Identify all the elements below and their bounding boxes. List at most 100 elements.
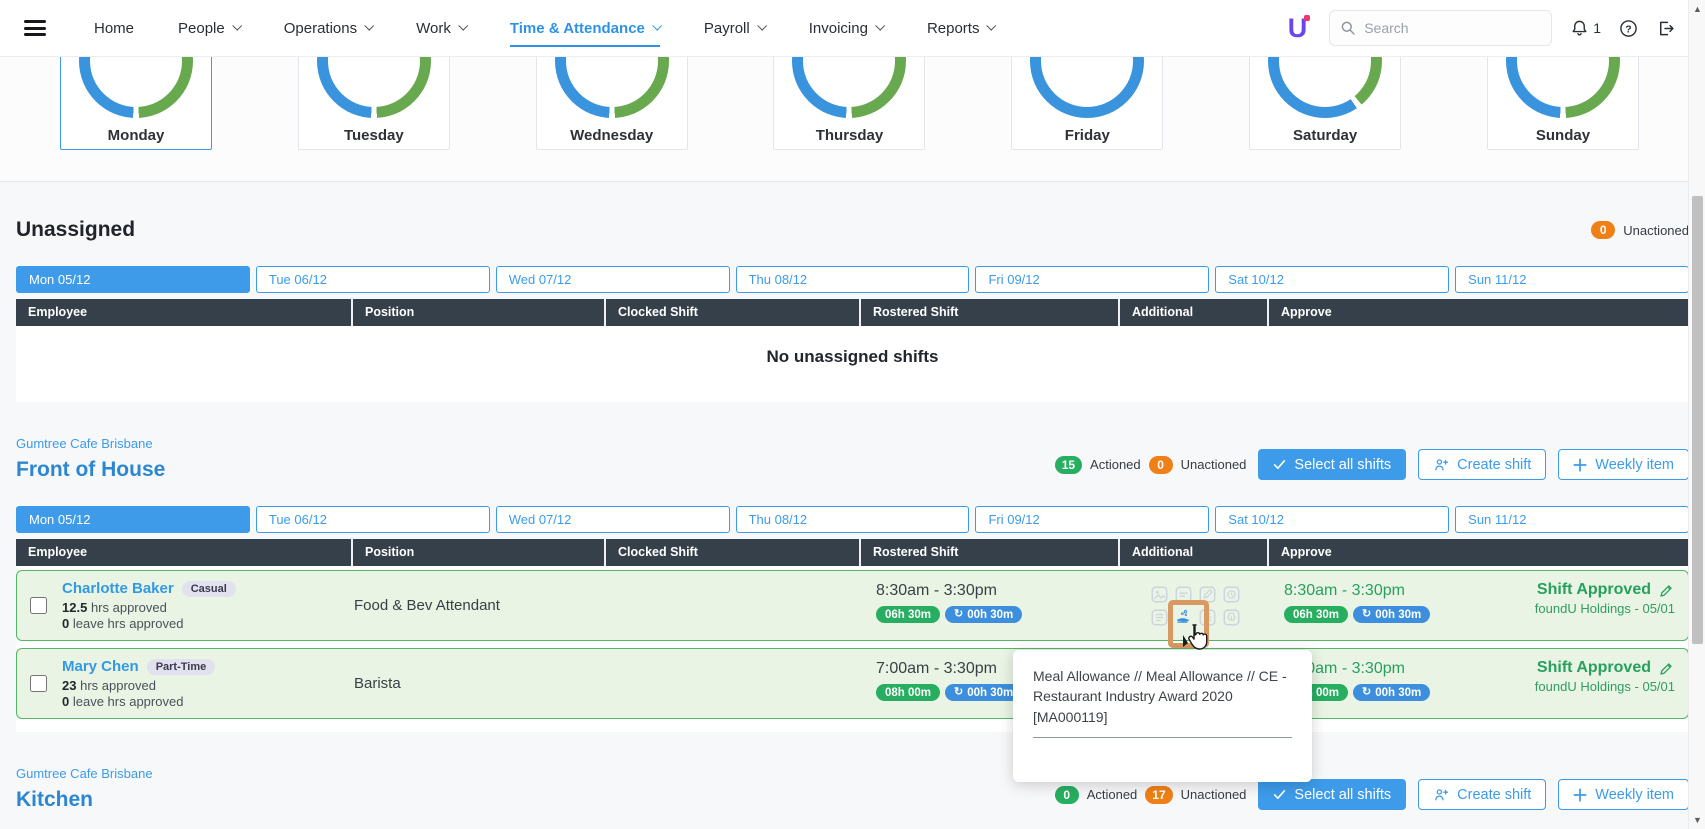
break-badge: ↻ 00h 30m [1353,684,1431,701]
employee-name-link[interactable]: Charlotte Baker [62,580,174,597]
date-tab-tue[interactable]: Tue 06/12 [255,506,490,533]
tutorial-highlight-box [1168,600,1209,648]
day-card-tuesday[interactable]: Tuesday [297,57,450,150]
venue-link[interactable]: Gumtree Cafe Brisbane [16,436,153,451]
sunday-donut-chart [1505,57,1620,118]
date-tab-thu[interactable]: Thu 08/12 [735,266,970,293]
col-employee: Employee [16,539,353,566]
position-cell: Barista [354,675,401,692]
meal-allowance-icon[interactable] [1175,609,1192,626]
actioned-label: Actioned [1086,787,1138,802]
help-icon: ? [1620,19,1637,37]
day-card-thursday[interactable]: Thursday [773,57,926,150]
friday-donut-chart [1030,57,1145,118]
nav-operations[interactable]: Operations [284,14,375,43]
chevron-down-icon [231,20,242,31]
foundu-logo[interactable]: U [1288,14,1311,42]
help-button[interactable]: ? [1619,19,1638,38]
weekly-item-button[interactable]: Weekly item [1558,779,1689,810]
edit-pencil-icon[interactable] [1658,582,1675,599]
tuesday-donut-chart [316,57,431,118]
date-tab-mon[interactable]: Mon 05/12 [16,506,250,533]
date-tab-thu[interactable]: Thu 08/12 [735,506,970,533]
photo-icon[interactable] [1151,586,1168,603]
approve-cell: 8:30am - 3:30pm 06h 30m ↻ 00h 30m Shift A… [1270,571,1688,640]
nav-payroll[interactable]: Payroll [704,14,767,43]
position-cell: Food & Bev Attendant [354,597,500,614]
edit-pencil-icon[interactable] [1658,660,1675,677]
nav-time-attendance[interactable]: Time & Attendance [509,14,663,47]
break-badge: ↻ 00h 30m [945,606,1023,623]
unactioned-count-badge: 17 [1145,785,1173,804]
scroll-down-arrow[interactable]: ▼ [1693,815,1702,825]
day-card-monday[interactable]: Monday [60,57,212,150]
unactioned-count-badge: 0 [1148,455,1173,474]
venue-link[interactable]: Gumtree Cafe Brisbane [16,766,153,781]
chevron-down-icon [458,20,469,31]
date-tab-sun[interactable]: Sun 11/12 [1455,266,1690,293]
nav-home[interactable]: Home [94,19,135,37]
day-card-saturday[interactable]: Saturday [1249,57,1402,150]
day-card-wednesday[interactable]: Wednesday [535,57,688,150]
employee-name-link[interactable]: Mary Chen [62,658,139,675]
nav-people[interactable]: People [178,14,242,43]
no-unassigned-shifts-message: No unassigned shifts [766,347,939,366]
nav-work[interactable]: Work [416,14,469,43]
col-additional: Additional [1120,299,1269,326]
date-tab-sat[interactable]: Sat 10/12 [1215,266,1450,293]
clock-icon[interactable] [1223,586,1240,603]
duration-badge: 06h 30m [876,606,941,623]
additional-icons [1151,586,1240,626]
rostered-shift-cell: 7:00am - 3:30pm 08h 00m ↻ 00h 30m [862,649,1121,718]
select-all-shifts-button[interactable]: Select all shifts [1258,779,1407,810]
receipt-icon[interactable] [1151,609,1168,626]
day-card-friday[interactable]: Friday [1011,57,1164,150]
money-bag-icon[interactable] [1223,609,1240,626]
nav-reports[interactable]: Reports [927,14,997,43]
scrollbar-thumb[interactable] [1692,196,1703,644]
row-checkbox[interactable] [30,675,47,692]
shift-row-mary-chen: Mary Chen Part-Time 23 hrs approved 0 le… [16,648,1689,719]
col-clocked-shift: Clocked Shift [606,539,861,566]
col-rostered-shift: Rostered Shift [861,539,1120,566]
duration-badge: 06h 30m [1284,606,1349,623]
search-input[interactable] [1364,20,1525,36]
row-checkbox[interactable] [30,597,47,614]
date-tab-wed[interactable]: Wed 07/12 [495,266,730,293]
bell-icon [1572,20,1587,35]
chevron-down-icon [364,20,375,31]
unactioned-label: Unactioned [1180,457,1247,472]
break-badge: ↻ 00h 30m [945,684,1023,701]
search-icon [1341,21,1355,35]
kitchen-title: Kitchen [16,788,94,811]
date-tab-fri[interactable]: Fri 09/12 [975,506,1210,533]
create-shift-button[interactable]: Create shift [1418,449,1547,480]
col-employee: Employee [16,299,353,326]
date-tab-tue[interactable]: Tue 06/12 [255,266,490,293]
weekly-item-button[interactable]: Weekly item [1558,449,1689,480]
refresh-icon: ↻ [954,686,964,698]
date-tab-mon[interactable]: Mon 05/12 [16,266,250,293]
hamburger-menu-icon[interactable] [24,17,46,40]
create-shift-button[interactable]: Create shift [1418,779,1547,810]
shift-approved-status: Shift Approved [1535,581,1675,599]
chevron-down-icon [875,20,886,31]
date-tab-fri[interactable]: Fri 09/12 [975,266,1210,293]
day-card-sunday[interactable]: Sunday [1486,57,1639,150]
svg-text:?: ? [1625,24,1631,35]
nav-invoicing[interactable]: Invoicing [809,14,886,43]
sign-out-button[interactable] [1656,19,1675,38]
break-badge: ↻ 00h 30m [1353,606,1431,623]
check-icon [1274,790,1286,799]
date-tab-wed[interactable]: Wed 07/12 [495,506,730,533]
main-menu: Home People Operations Work Time & Atten… [94,14,997,47]
date-tab-sun[interactable]: Sun 11/12 [1455,506,1690,533]
unactioned-label: Unactioned [1623,222,1689,238]
scroll-up-arrow[interactable]: ▲ [1693,4,1702,14]
unassigned-title: Unassigned [16,218,136,241]
notifications-button[interactable]: 1 [1570,19,1601,38]
date-tab-sat[interactable]: Sat 10/12 [1215,506,1450,533]
duration-badge: 08h 00m [876,684,941,701]
person-plus-icon [1435,458,1449,470]
select-all-shifts-button[interactable]: Select all shifts [1258,449,1407,480]
